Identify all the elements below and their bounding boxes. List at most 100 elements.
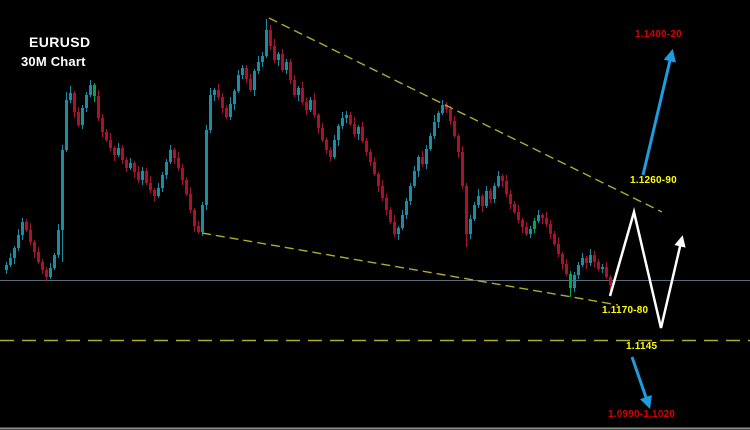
candle (261, 52, 264, 67)
candles-layer (5, 19, 612, 297)
candle (541, 213, 544, 224)
candle (485, 186, 488, 208)
candle (137, 166, 140, 183)
candle (81, 105, 84, 129)
candle (573, 272, 576, 292)
candle (313, 93, 316, 118)
candle (353, 117, 356, 137)
candle (333, 135, 336, 159)
candle (201, 202, 204, 236)
candle (433, 115, 436, 139)
candle (605, 262, 608, 279)
candle (597, 259, 600, 271)
candle (117, 143, 120, 157)
candle (277, 52, 280, 66)
candle (69, 86, 72, 103)
candle (513, 201, 516, 214)
candle (129, 158, 132, 170)
candle (269, 25, 272, 50)
candle (461, 146, 464, 189)
candle (533, 218, 536, 233)
candle (457, 134, 460, 158)
upper-target-label: 1.1400-20 (635, 29, 682, 40)
candle (341, 112, 344, 129)
candle (177, 152, 180, 171)
candle (477, 189, 480, 208)
candle (529, 226, 532, 238)
candle (601, 264, 604, 273)
candle (441, 100, 444, 115)
candle (113, 146, 116, 161)
candle (185, 177, 188, 196)
candle (289, 59, 292, 84)
candle (525, 222, 528, 236)
candle (345, 111, 348, 123)
candle (173, 148, 176, 164)
candle (565, 259, 568, 276)
candle (453, 116, 456, 138)
candle (413, 166, 416, 188)
candle (101, 114, 104, 137)
candle (221, 93, 224, 113)
candle (521, 218, 524, 233)
candle (197, 221, 200, 234)
candle (365, 138, 368, 156)
candle (33, 240, 36, 258)
candle (429, 133, 432, 151)
candle (293, 75, 296, 97)
candle (205, 125, 208, 210)
candle (581, 253, 584, 267)
price-level-lines-layer (0, 280, 750, 342)
candle (361, 122, 364, 143)
candle (89, 80, 92, 97)
candle (473, 202, 476, 221)
candle (445, 102, 448, 113)
candle (505, 175, 508, 197)
candle (149, 176, 152, 193)
support-zone-label: 1.1170-80 (602, 305, 649, 316)
candle (249, 74, 252, 92)
candle (385, 194, 388, 215)
candle (153, 188, 156, 202)
candle (17, 229, 20, 251)
candle (349, 112, 352, 126)
candle (481, 194, 484, 212)
candle (61, 145, 64, 262)
candle (497, 171, 500, 188)
candle (181, 164, 184, 185)
candle (209, 88, 212, 133)
candle (357, 125, 360, 140)
candle (257, 56, 260, 74)
candle (593, 251, 596, 267)
candle (417, 155, 420, 177)
candle (517, 205, 520, 223)
candle (285, 59, 288, 74)
candle (189, 187, 192, 213)
candle (77, 107, 80, 127)
resistance-zone-label: 1.1260-90 (630, 175, 677, 186)
candle (437, 111, 440, 128)
candle (57, 224, 60, 258)
candle (421, 151, 424, 167)
upper-wedge-trendline (268, 17, 663, 213)
candle (253, 69, 256, 96)
candle (29, 223, 32, 245)
candle (545, 212, 548, 227)
candle (13, 246, 16, 264)
lower-target-label: 1.0990-1.1020 (608, 409, 676, 420)
candle (381, 180, 384, 201)
candle (401, 210, 404, 230)
candle (493, 183, 496, 203)
candle (377, 172, 380, 192)
candle (245, 65, 248, 83)
candle (297, 86, 300, 101)
candle (133, 161, 136, 178)
candle (25, 219, 28, 232)
candle (45, 267, 48, 281)
candle (237, 70, 240, 93)
candle (281, 49, 284, 72)
candle (465, 183, 468, 247)
candle (225, 105, 228, 119)
candle (449, 106, 452, 125)
